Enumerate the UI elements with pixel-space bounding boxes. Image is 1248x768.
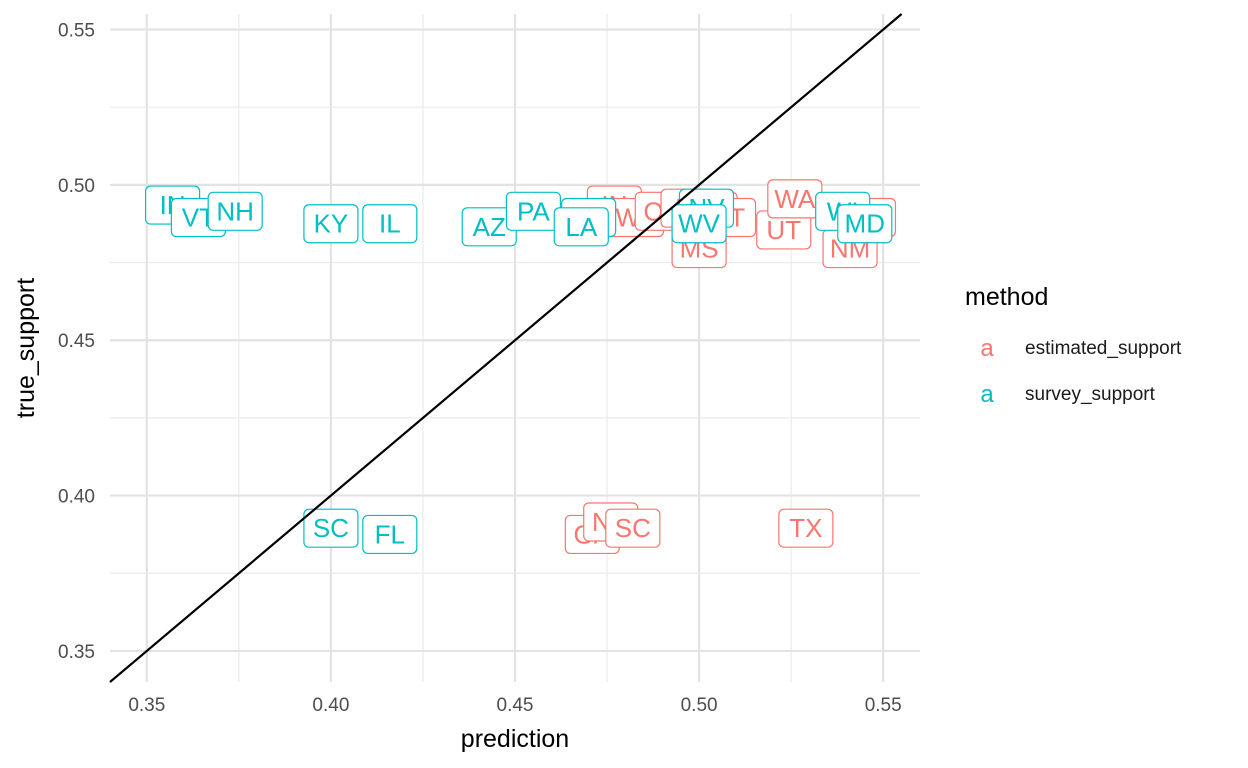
point-label-text: PA <box>517 196 550 226</box>
point-label-box <box>605 508 661 548</box>
y-axis-ticks: 0.35 0.40 0.45 0.50 0.55 <box>58 21 95 663</box>
point-label-text: SC <box>313 513 349 543</box>
grid <box>110 14 920 682</box>
x-tick-label: 0.45 <box>497 695 534 716</box>
point-label-text: KY <box>314 209 349 239</box>
point-label-estimated_support: WA <box>767 179 823 219</box>
point-label-text: MD <box>845 209 885 239</box>
legend-key: a <box>980 335 994 362</box>
point-label-text: UT <box>766 215 801 245</box>
point-label-text: IL <box>379 209 401 239</box>
point-label-box <box>553 207 609 247</box>
point-label-text: AZ <box>473 212 506 242</box>
y-tick-label: 0.35 <box>58 642 95 663</box>
point-label-box <box>207 191 263 231</box>
point-label-survey_support: IL <box>362 204 418 244</box>
point-label-box <box>362 204 418 244</box>
point-label-text: FL <box>375 519 405 549</box>
point-label-estimated_support: UT <box>756 210 812 250</box>
point-label-box <box>778 508 834 548</box>
y-axis-title: true_support <box>12 278 40 418</box>
point-label-text: WV <box>678 209 721 239</box>
y-tick-label: 0.55 <box>58 21 95 42</box>
point-label-box <box>837 204 893 244</box>
point-label-text: LA <box>565 212 597 242</box>
y-tick-label: 0.45 <box>58 331 95 352</box>
point-label-box <box>362 514 418 555</box>
point-label-survey_support: FL <box>362 514 418 555</box>
x-tick-label: 0.35 <box>128 695 165 716</box>
point-label-survey_support: PA <box>505 191 562 231</box>
x-tick-label: 0.40 <box>312 695 349 716</box>
point-label-survey_support: KY <box>303 204 359 244</box>
legend-label: estimated_support <box>1025 338 1182 359</box>
x-tick-label: 0.55 <box>865 695 902 716</box>
point-label-text: TX <box>789 513 822 543</box>
point-label-survey_support: MD <box>837 204 893 244</box>
legend-title: method <box>965 283 1048 311</box>
x-tick-label: 0.50 <box>681 695 718 716</box>
y-tick-label: 0.50 <box>58 176 95 197</box>
point-label-survey_support: SC <box>303 508 359 548</box>
x-axis-ticks: 0.35 0.40 0.45 0.50 0.55 <box>128 695 901 716</box>
point-label-survey_support: AZ <box>461 207 517 247</box>
reference-line <box>109 13 903 683</box>
point-label-box <box>671 204 727 244</box>
point-label-box <box>303 204 359 244</box>
legend-key: a <box>980 381 994 408</box>
legend-label: survey_support <box>1025 384 1156 405</box>
point-label-estimated_support: SC <box>605 508 661 548</box>
point-label-text: NH <box>216 196 254 226</box>
y-tick-label: 0.40 <box>58 487 95 508</box>
point-label-estimated_support: TX <box>778 508 834 548</box>
point-label-survey_support: LA <box>553 207 609 247</box>
data-labels: INWYOKIDALVTMSUTWANMNDGANCSCTXINVTNHKYIL… <box>144 179 897 555</box>
point-label-text: SC <box>615 513 651 543</box>
point-label-text: WA <box>774 184 816 214</box>
point-label-box <box>303 508 359 548</box>
x-axis-title: prediction <box>461 725 569 753</box>
point-label-survey_support: NH <box>207 191 263 231</box>
reference-line-group <box>109 13 903 683</box>
point-label-survey_support: WV <box>671 204 727 244</box>
